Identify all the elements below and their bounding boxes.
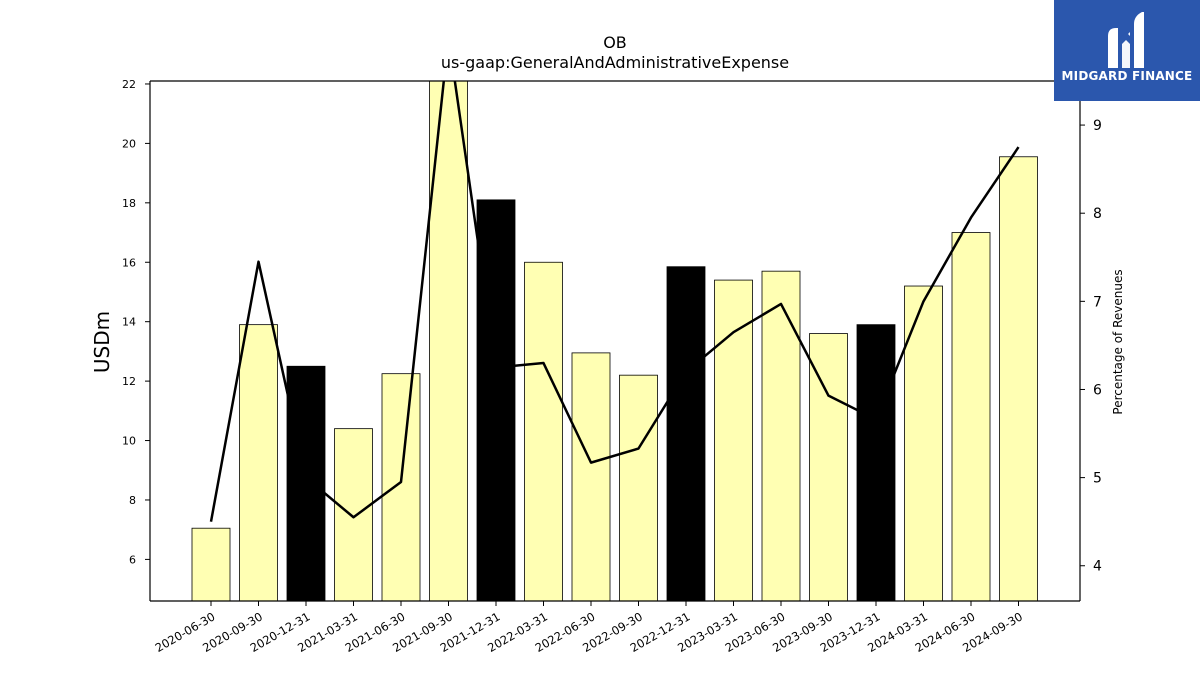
y-tick-label: 8 (129, 494, 136, 507)
y-axis-label: USDm (90, 311, 114, 373)
bar-2023-03-31 (714, 279, 753, 601)
bar-2021-12-31 (476, 199, 516, 601)
midgard-finance-logo: MIDGARD FINANCE (1054, 0, 1200, 101)
bar-2023-06-30 (761, 270, 801, 601)
bar-2020-12-31 (286, 365, 326, 601)
bar-2021-06-30 (381, 373, 421, 601)
bar-2022-06-30 (571, 352, 611, 601)
bar-2024-06-30 (951, 232, 991, 601)
logo-text: MIDGARD FINANCE (1061, 69, 1193, 83)
y2-tick-label: 6 (1093, 382, 1102, 398)
y-tick-label: 18 (122, 197, 136, 210)
logo-mark-icon (1108, 12, 1144, 68)
y-tick-label: 16 (122, 256, 136, 269)
bar-2021-09-30 (429, 81, 468, 601)
bar-2020-09-30 (239, 324, 278, 601)
bar-2022-09-30 (619, 374, 658, 601)
chart-title: OB (603, 33, 627, 52)
y2-tick-label: 9 (1093, 118, 1102, 134)
bar-2021-03-31 (334, 428, 373, 601)
bar-2023-12-31 (856, 324, 896, 601)
chart-subtitle: us-gaap:GeneralAndAdministrativeExpense (441, 53, 789, 72)
bar-2022-03-31 (524, 261, 563, 601)
y-tick-label: 22 (122, 78, 136, 91)
bar-2022-12-31 (666, 266, 706, 601)
bar-2024-09-30 (999, 156, 1038, 601)
percentage-line (209, 81, 1020, 522)
y-tick-label: 20 (122, 137, 136, 150)
y2-axis-label: Percentage of Revenues (1111, 269, 1125, 414)
y-tick-label: 12 (122, 375, 136, 388)
y2-tick-label: 4 (1093, 559, 1102, 575)
y-tick-label: 14 (122, 316, 136, 329)
bar-2024-03-31 (904, 285, 943, 601)
y2-tick-label: 8 (1093, 206, 1102, 222)
y2-tick-label: 7 (1093, 294, 1102, 310)
bar-2023-09-30 (809, 333, 848, 601)
y-tick-label: 6 (129, 553, 136, 566)
bar-2020-06-30 (191, 527, 231, 601)
y2-tick-label: 5 (1093, 471, 1102, 487)
y-tick-label: 10 (122, 435, 136, 448)
